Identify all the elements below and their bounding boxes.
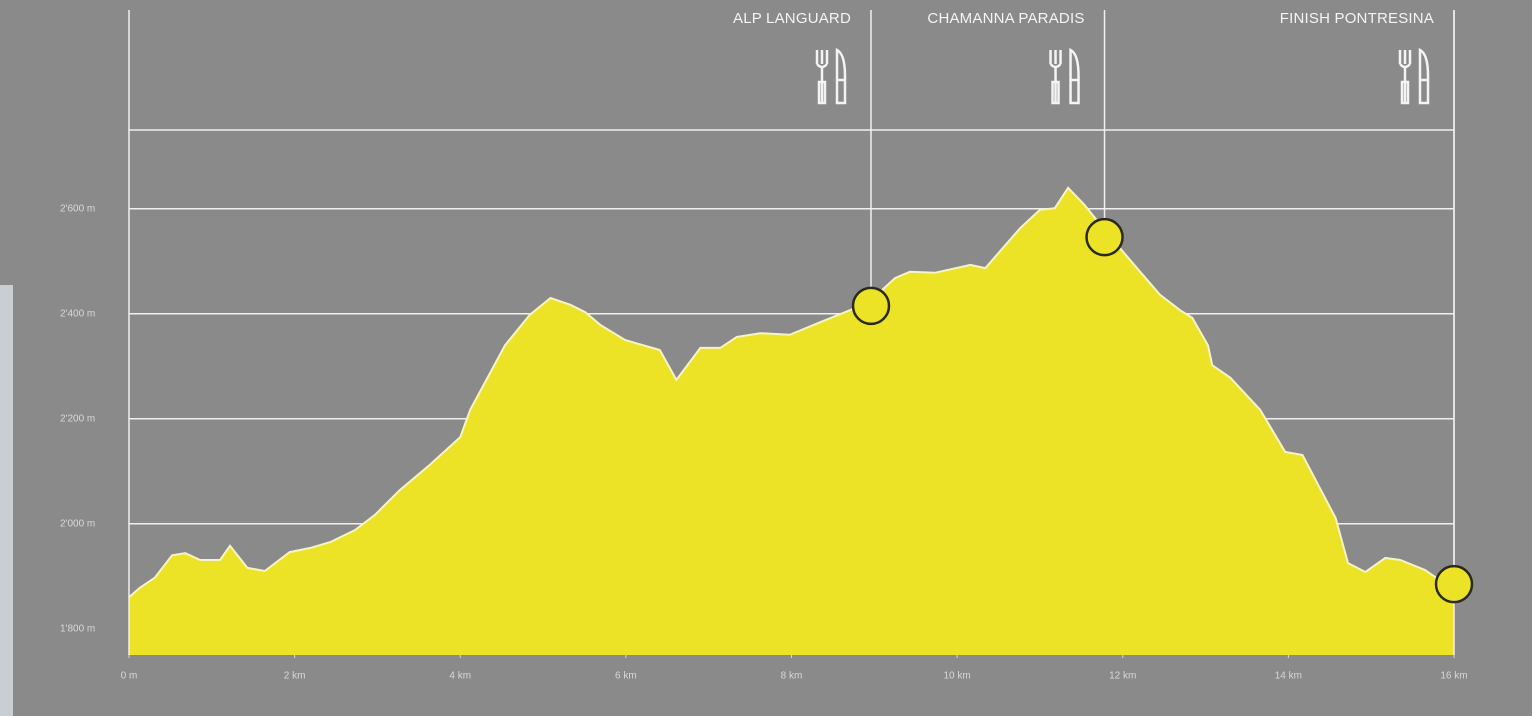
y-tick-label: 1'800 m (60, 623, 95, 634)
waypoint-marker (1436, 566, 1472, 602)
x-tick-label: 6 km (615, 671, 637, 682)
restaurant-icon (1051, 50, 1079, 103)
x-tick-label: 16 km (1440, 671, 1467, 682)
x-tick-label: 8 km (781, 671, 803, 682)
x-tick-label: 14 km (1275, 671, 1302, 682)
waypoint-label: FINISH PONTRESINA (1280, 10, 1434, 27)
waypoint-marker (1087, 219, 1123, 255)
y-tick-label: 2'400 m (60, 308, 95, 319)
elevation-area-fill (129, 188, 1454, 655)
chart: 1'800 m 2'000 m 2'200 m 2'400 m 2'600 m 0 m 2 … (0, 0, 1532, 716)
fork (1051, 50, 1061, 103)
x-tick-label: 12 km (1109, 671, 1136, 682)
x-tick-label: 0 m (121, 671, 138, 682)
y-tick-label: 2'600 m (60, 203, 95, 214)
waypoint-label: ALP LANGUARD (733, 10, 851, 27)
fork (817, 50, 827, 103)
knife (1071, 50, 1079, 103)
fork (1400, 50, 1410, 103)
y-tick-label: 2'200 m (60, 413, 95, 424)
y-tick-label: 2'000 m (60, 518, 95, 529)
x-tick-label: 10 km (944, 671, 971, 682)
waypoint-label: CHAMANNA PARADIS (927, 10, 1084, 27)
restaurant-icon (1400, 50, 1428, 103)
x-tick-label: 2 km (284, 671, 306, 682)
restaurant-icon (817, 50, 845, 103)
knife (837, 50, 845, 103)
knife (1420, 50, 1428, 103)
waypoint-marker (853, 288, 889, 324)
page: {"chart_data": { "type": "area", "color"… (0, 0, 1532, 716)
photo-strip (0, 285, 13, 716)
x-tick-label: 4 km (449, 671, 471, 682)
